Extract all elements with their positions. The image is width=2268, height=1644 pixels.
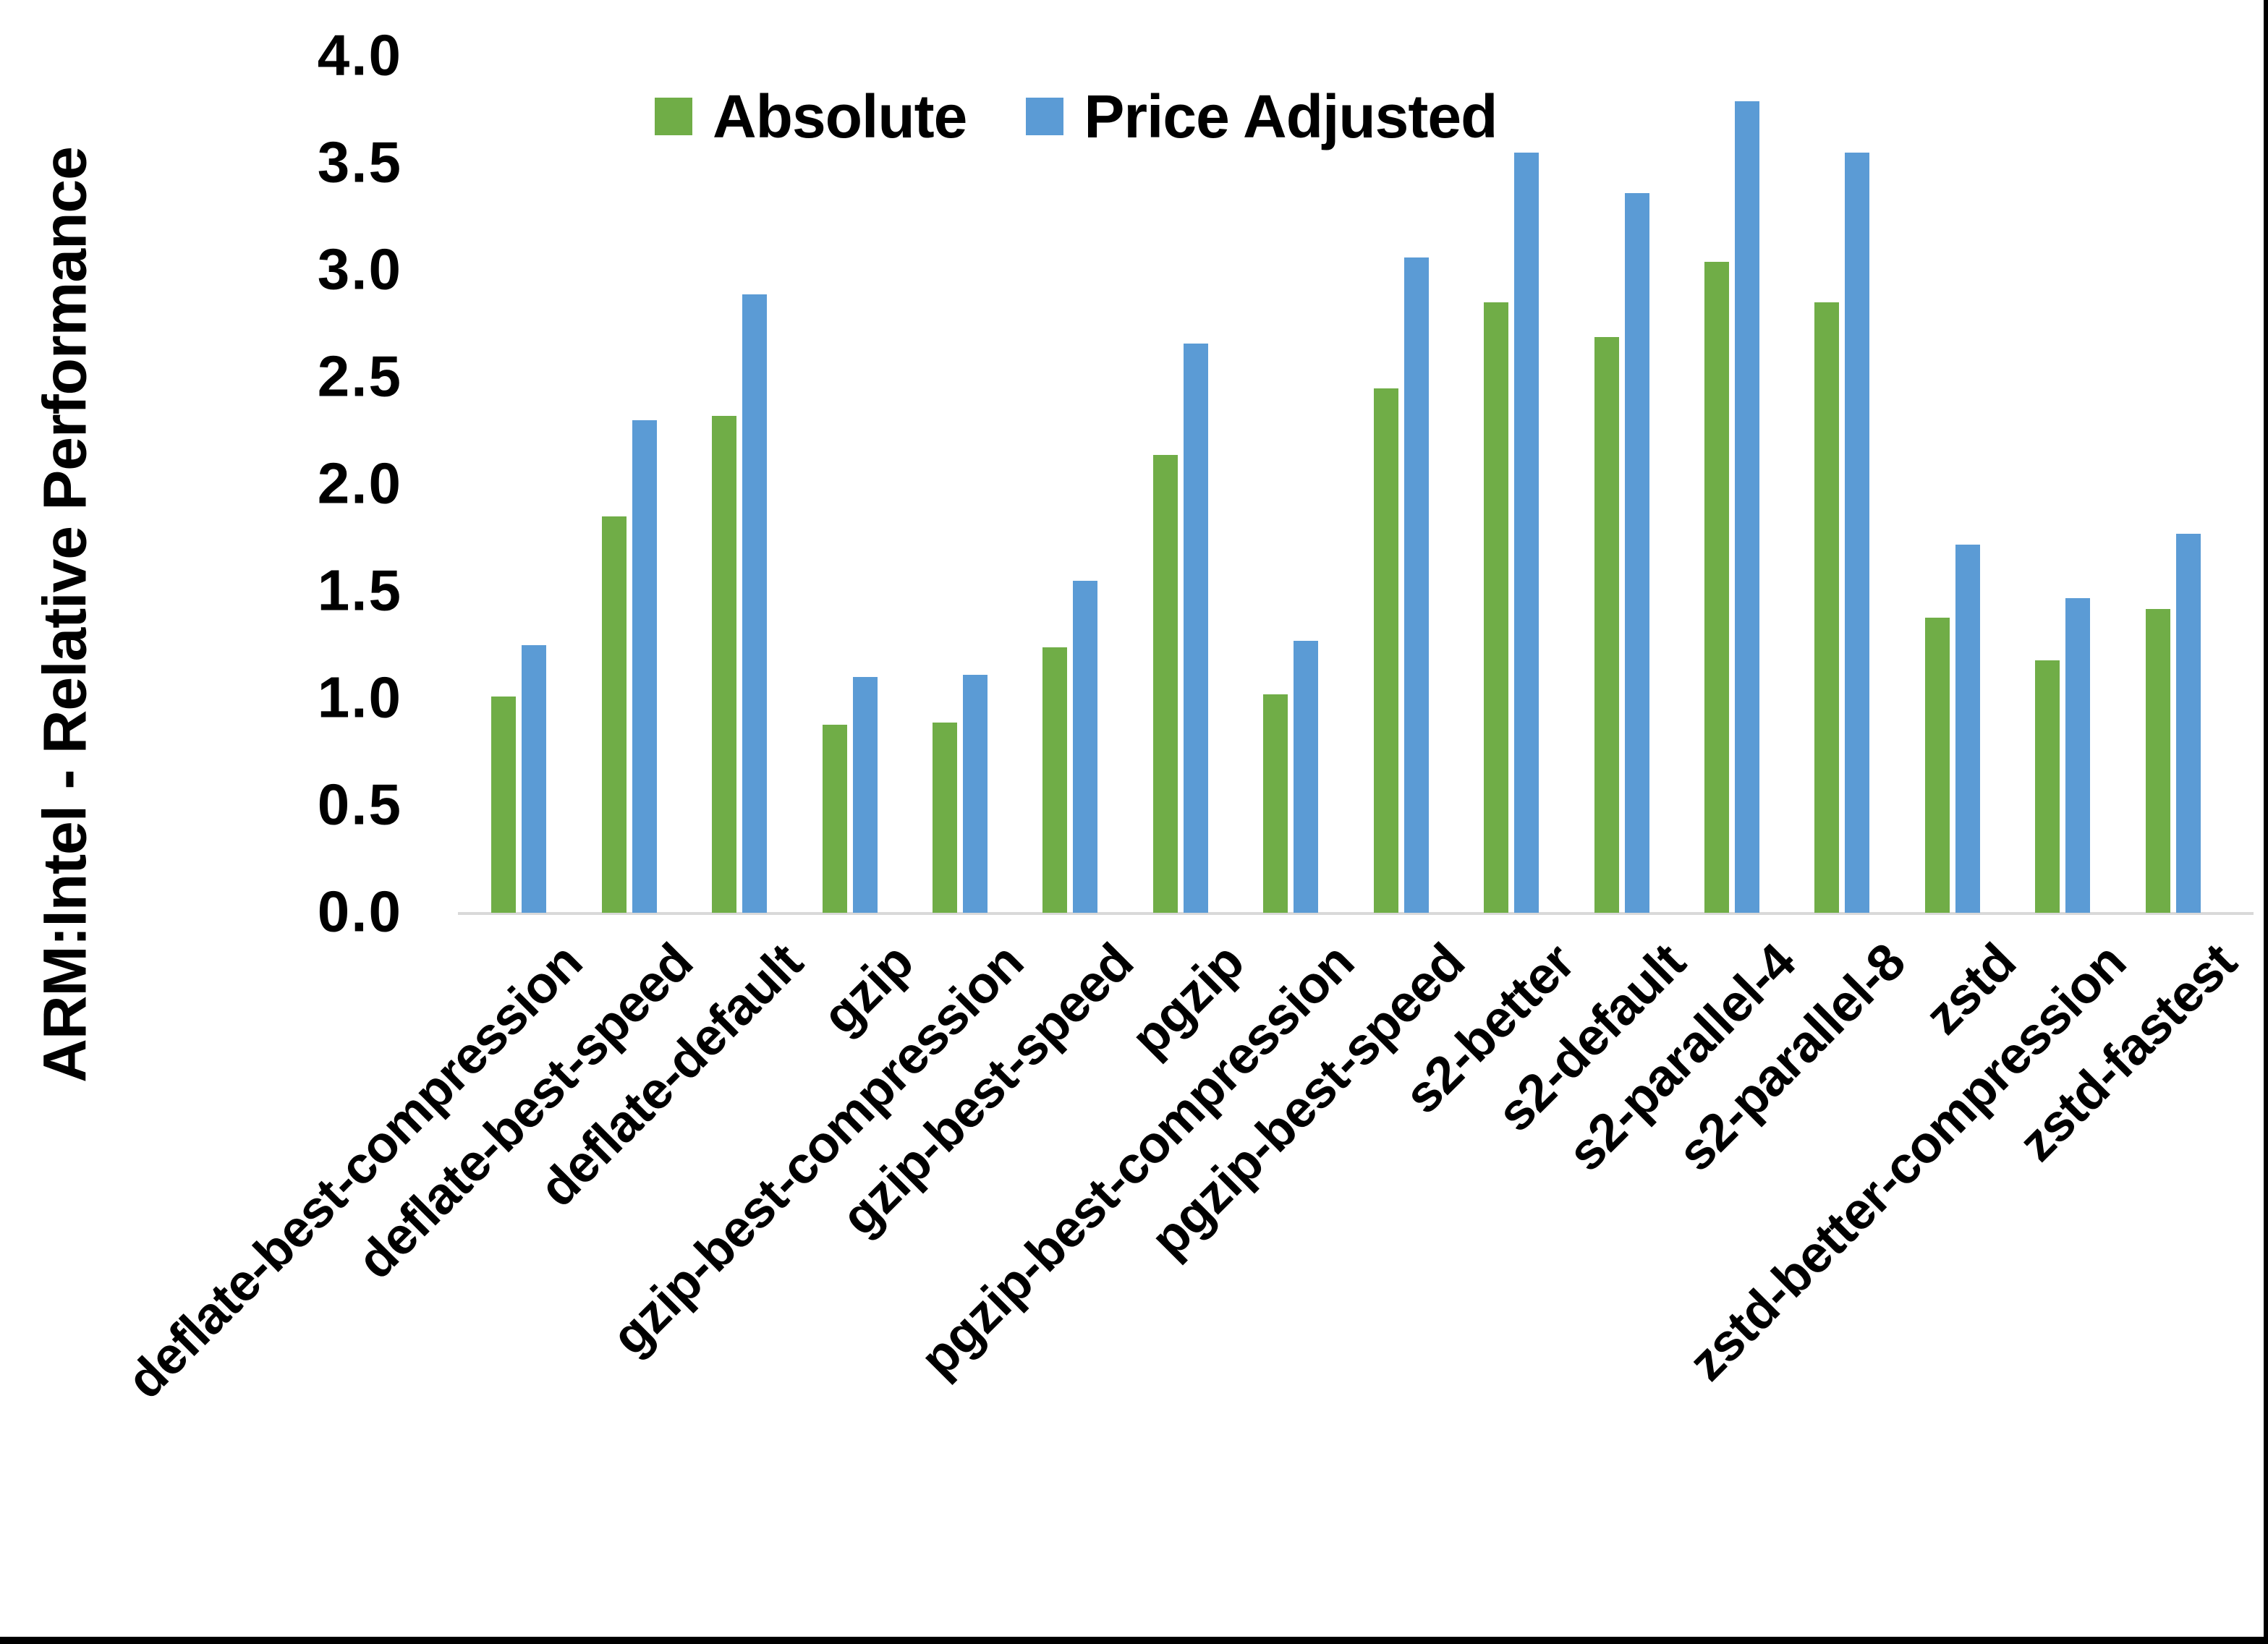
bar-price-adjusted [1624, 193, 1649, 913]
legend-label: Absolute [713, 82, 967, 150]
figure-border-bottom [0, 1637, 2268, 1644]
bar-absolute [1924, 618, 1950, 913]
bar-price-adjusted [1845, 153, 1870, 913]
legend-item-price-adjusted: Price Adjusted [1026, 82, 1498, 152]
y-tick-label: 0.0 [317, 879, 402, 944]
y-tick-label: 3.5 [317, 129, 402, 195]
y-tick-label: 0.5 [317, 772, 402, 837]
bar-absolute [2035, 660, 2060, 913]
y-tick-label: 1.5 [317, 558, 402, 623]
y-tick-label: 1.0 [317, 665, 402, 730]
bar-price-adjusted [1073, 581, 1098, 913]
bar-price-adjusted [1294, 641, 1319, 913]
figure-border-right [2264, 0, 2268, 1644]
bar-absolute [1814, 302, 1840, 913]
bar-absolute [1152, 455, 1178, 913]
legend-swatch-icon [655, 98, 692, 135]
x-axis-line [458, 912, 2254, 915]
y-tick-label: 2.0 [317, 451, 402, 516]
y-tick-label: 3.0 [317, 237, 402, 302]
bar-price-adjusted [962, 675, 988, 913]
bar-absolute [1704, 262, 1730, 913]
bar-absolute [1594, 337, 1619, 913]
bar-price-adjusted [1183, 344, 1208, 913]
bar-absolute [712, 416, 737, 913]
bar-price-adjusted [742, 294, 768, 913]
bar-price-adjusted [632, 420, 657, 913]
bar-price-adjusted [2175, 534, 2201, 913]
y-tick-label: 4.0 [317, 22, 402, 88]
y-axis-tick-labels: 0.0 0.5 1.0 1.5 2.0 2.5 3.0 3.5 4.0 [0, 0, 402, 1013]
y-tick-label: 2.5 [317, 344, 402, 409]
legend-swatch-icon [1026, 98, 1064, 135]
bar-price-adjusted [1955, 545, 1980, 913]
bar-price-adjusted [1403, 257, 1429, 913]
bar-absolute [1042, 647, 1068, 913]
bar-absolute [1484, 302, 1509, 913]
bar-absolute [1373, 388, 1398, 913]
plot-area [458, 56, 2254, 915]
bar-absolute [1263, 694, 1288, 913]
bar-absolute [601, 516, 627, 913]
legend: Absolute Price Adjusted [655, 82, 1498, 150]
bar-price-adjusted [852, 677, 878, 913]
bar-price-adjusted [522, 645, 547, 913]
bar-price-adjusted [1735, 101, 1760, 913]
legend-item-absolute: Absolute [655, 82, 967, 152]
legend-label: Price Adjusted [1084, 82, 1498, 150]
bar-absolute [491, 697, 517, 913]
bar-price-adjusted [1514, 153, 1539, 913]
bar-absolute [932, 723, 957, 913]
bar-absolute [2145, 609, 2170, 913]
bar-absolute [822, 725, 847, 913]
bar-price-adjusted [2065, 598, 2091, 913]
